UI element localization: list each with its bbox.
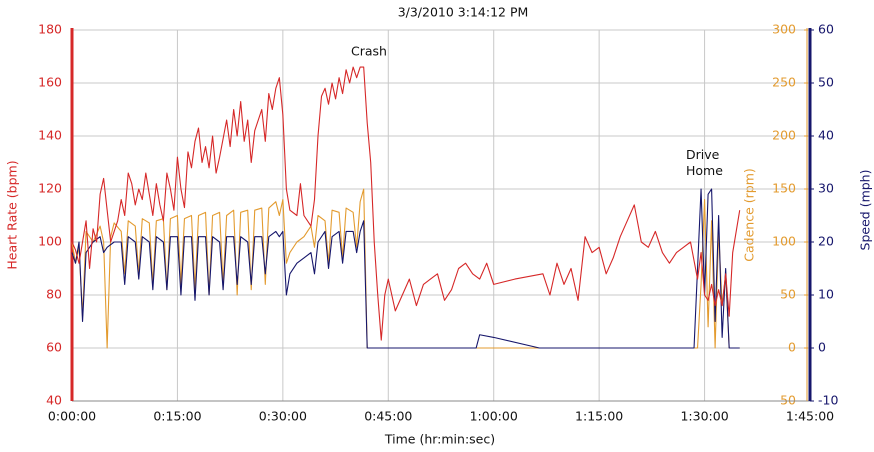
y-tick-label: 160 [38, 75, 62, 90]
y2-tick-label: 150 [772, 181, 796, 196]
data-line [71, 66, 741, 341]
x-tick-label: 0:15:00 [153, 409, 201, 424]
chart-title: 3/3/2010 3:14:12 PM [398, 5, 529, 20]
x-tick-label: 0:00:00 [48, 409, 96, 424]
y3-tick-label: 50 [818, 75, 834, 90]
y2-tick-label: 50 [780, 287, 796, 302]
y-tick-label: 80 [46, 287, 62, 302]
annotation: Crash [351, 44, 387, 59]
y2-tick-label: 250 [772, 75, 796, 90]
x-axis-title: Time (hr:min:sec) [384, 432, 495, 447]
data-line [71, 188, 740, 349]
y3-tick-label: 40 [818, 128, 834, 143]
y-tick-label: 60 [46, 340, 62, 355]
data-line [71, 188, 740, 349]
y2-tick-label: 100 [772, 234, 796, 249]
x-tick-label: 1:30:00 [680, 409, 728, 424]
y-tick-label: 140 [38, 128, 62, 143]
y2-tick-label: 200 [772, 128, 796, 143]
y2-axis-title: Cadence (rpm) [742, 168, 757, 261]
y3-tick-label: 60 [818, 22, 834, 37]
y3-tick-label: -10 [818, 393, 838, 408]
y-tick-label: 180 [38, 22, 62, 37]
y-axis-title: Heart Rate (bpm) [5, 160, 20, 269]
x-tick-label: 0:30:00 [259, 409, 307, 424]
y3-axis-title: Speed (mph) [858, 170, 873, 251]
y2-tick-label: 0 [788, 340, 796, 355]
annotation: Drive Home [686, 147, 723, 178]
x-tick-label: 1:15:00 [575, 409, 623, 424]
y3-tick-label: 10 [818, 287, 834, 302]
y-tick-label: 120 [38, 181, 62, 196]
y-tick-label: 100 [38, 234, 62, 249]
y2-tick-label: -50 [776, 393, 796, 408]
y-tick-label: 40 [46, 393, 62, 408]
y3-tick-label: 20 [818, 234, 834, 249]
x-tick-label: 1:00:00 [470, 409, 518, 424]
x-tick-label: 1:45:00 [786, 409, 834, 424]
y3-tick-label: 30 [818, 181, 834, 196]
y2-tick-label: 300 [772, 22, 796, 37]
x-tick-label: 0:45:00 [364, 409, 412, 424]
y3-tick-label: 0 [818, 340, 826, 355]
